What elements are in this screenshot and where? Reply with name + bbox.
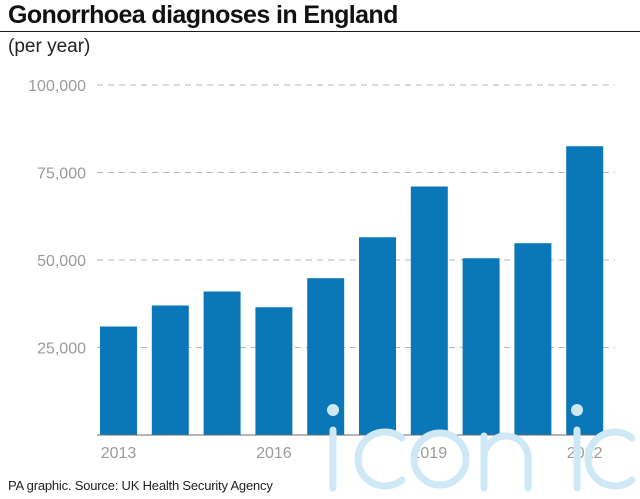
bar	[151, 305, 189, 435]
bar	[514, 243, 552, 435]
title-rule	[0, 31, 640, 32]
watermark-logo	[327, 404, 636, 492]
bar	[255, 307, 293, 435]
y-tick-label: 50,000	[37, 253, 86, 270]
chart-subtitle: (per year)	[8, 36, 91, 57]
bar	[462, 258, 500, 435]
x-tick-label: 2013	[101, 445, 137, 462]
x-tick-label: 2019	[412, 445, 448, 462]
source-note: PA graphic. Source: UK Health Security A…	[8, 478, 273, 493]
x-tick-label: 2016	[256, 445, 292, 462]
y-tick-label: 25,000	[37, 341, 86, 358]
bar	[100, 326, 137, 435]
y-tick-label: 75,000	[37, 166, 86, 183]
y-tick-label: 100,000	[28, 78, 86, 95]
chart-title: Gonorrhoea diagnoses in England	[8, 1, 398, 29]
bar	[410, 186, 448, 435]
bar	[566, 146, 604, 435]
bar	[359, 237, 396, 435]
bar	[203, 291, 241, 435]
